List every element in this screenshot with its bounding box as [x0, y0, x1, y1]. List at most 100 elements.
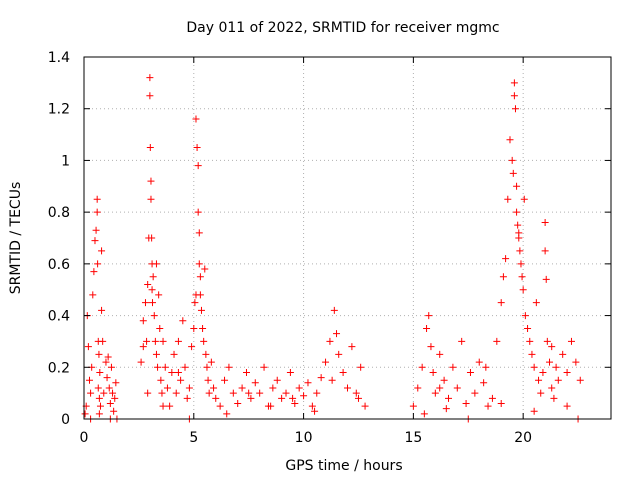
x-tick-label: 15	[404, 430, 422, 446]
data-point	[291, 399, 299, 407]
data-point	[466, 368, 474, 376]
data-point	[89, 291, 97, 299]
data-point	[436, 384, 444, 392]
data-point	[440, 376, 448, 384]
data-point	[174, 368, 182, 376]
data-point	[462, 399, 470, 407]
data-point	[207, 358, 215, 366]
data-point	[504, 195, 512, 203]
data-point	[510, 79, 518, 87]
data-point	[519, 286, 527, 294]
data-point	[146, 92, 154, 100]
data-point	[548, 384, 556, 392]
data-point	[488, 394, 496, 402]
data-point	[516, 247, 524, 255]
data-point	[559, 350, 567, 358]
data-point	[166, 402, 174, 410]
ticks	[83, 56, 611, 420]
data-point	[205, 389, 213, 397]
data-point	[95, 410, 103, 418]
y-tick-label: 0.2	[48, 360, 70, 376]
data-point	[146, 144, 154, 151]
data-point	[193, 144, 201, 151]
data-point	[81, 410, 89, 418]
data-point	[195, 260, 203, 268]
y-tick-label: 0.4	[48, 309, 70, 325]
data-point	[190, 325, 198, 332]
data-point	[524, 325, 532, 332]
data-point	[99, 337, 107, 345]
data-point	[168, 368, 176, 376]
data-point	[554, 376, 562, 384]
data-point	[110, 407, 118, 415]
data-point	[458, 337, 466, 345]
data-point	[221, 376, 229, 384]
data-point	[520, 195, 528, 203]
data-point	[335, 350, 343, 358]
data-point	[445, 394, 453, 402]
data-point	[95, 350, 103, 358]
data-point	[156, 325, 164, 332]
data-point	[482, 363, 490, 371]
data-point	[322, 358, 330, 366]
data-point	[304, 379, 312, 387]
data-point	[85, 376, 93, 384]
data-point	[148, 234, 156, 242]
data-point	[475, 358, 483, 366]
data-point	[100, 389, 108, 397]
data-point	[201, 265, 209, 273]
data-point	[514, 221, 522, 229]
data-point	[157, 376, 165, 384]
data-point	[518, 273, 526, 281]
data-point	[159, 402, 167, 410]
data-point	[352, 389, 360, 397]
data-point	[197, 306, 205, 314]
data-point	[344, 384, 351, 392]
data-point	[139, 343, 147, 351]
data-point	[548, 343, 556, 351]
y-tick-label: 0.8	[48, 205, 70, 221]
data-point	[225, 363, 233, 371]
data-point	[163, 384, 171, 392]
data-point	[550, 394, 558, 402]
data-point	[278, 394, 286, 402]
data-point	[144, 281, 152, 289]
data-point	[170, 350, 178, 358]
data-point	[511, 105, 519, 113]
data-point	[484, 402, 492, 410]
data-point	[174, 337, 182, 345]
data-point	[104, 353, 112, 361]
data-point	[300, 392, 308, 400]
data-point	[179, 317, 187, 325]
data-point	[200, 337, 208, 345]
data-point	[161, 363, 169, 371]
data-point	[92, 226, 100, 234]
data-point	[148, 286, 156, 294]
data-point	[317, 374, 325, 382]
data-point	[526, 337, 534, 345]
data-point	[149, 299, 157, 307]
data-point	[313, 389, 321, 397]
data-point	[552, 363, 560, 371]
data-point	[144, 389, 152, 397]
data-point	[141, 299, 149, 307]
data-point	[497, 299, 505, 307]
x-tick-label: 0	[80, 430, 89, 446]
data-point	[234, 399, 242, 407]
data-point	[521, 312, 529, 320]
data-point	[143, 337, 151, 345]
data-point	[535, 376, 543, 384]
data-point	[194, 208, 202, 216]
data-point	[146, 74, 154, 82]
data-point	[563, 402, 571, 410]
data-point	[260, 363, 268, 371]
data-point	[195, 229, 203, 237]
data-point	[480, 379, 488, 387]
data-point	[91, 237, 99, 245]
data-point	[87, 389, 95, 397]
data-point	[510, 92, 518, 100]
data-point	[427, 343, 435, 351]
chart-title: Day 011 of 2022, SRMTID for receiver mgm…	[186, 20, 499, 36]
data-point	[98, 247, 106, 255]
data-point	[537, 389, 545, 397]
